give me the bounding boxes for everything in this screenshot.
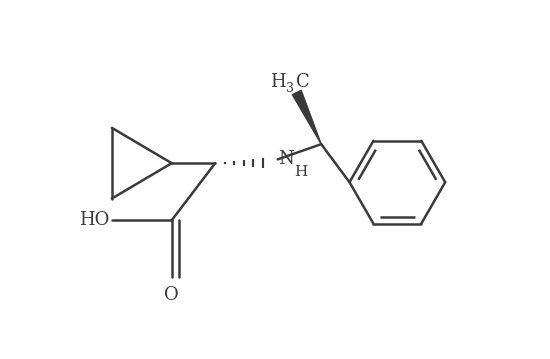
Text: N: N [278,150,294,168]
Text: H: H [294,165,307,180]
Text: H: H [270,73,286,90]
Text: 3: 3 [287,81,294,95]
Text: HO: HO [79,211,109,229]
Text: C: C [296,73,310,90]
Text: O: O [164,285,179,303]
Polygon shape [293,90,321,144]
